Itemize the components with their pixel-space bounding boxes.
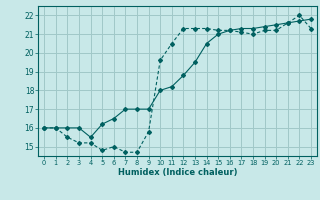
- X-axis label: Humidex (Indice chaleur): Humidex (Indice chaleur): [118, 168, 237, 177]
